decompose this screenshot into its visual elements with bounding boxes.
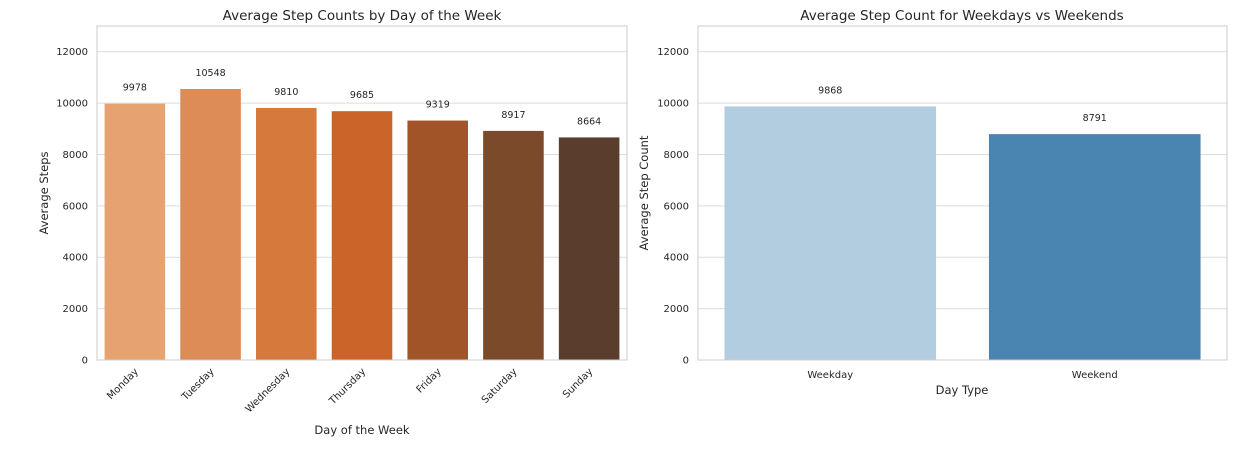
- y-tick-label: 6000: [664, 201, 689, 212]
- data-label: 8791: [1083, 113, 1107, 124]
- y-tick-label: 4000: [63, 253, 88, 264]
- x-tick-label: Tuesday: [179, 366, 216, 403]
- data-label: 9868: [818, 85, 842, 96]
- data-label: 8664: [577, 116, 601, 127]
- x-axis-label: Day of the Week: [314, 423, 409, 437]
- data-label: 9978: [123, 83, 147, 94]
- x-tick-label: Sunday: [561, 366, 595, 400]
- data-label: 9685: [350, 90, 374, 101]
- data-label: 9319: [426, 100, 450, 111]
- data-labels: 9868 8791: [818, 85, 1107, 124]
- bar: [104, 103, 166, 360]
- y-tick-label: 0: [683, 356, 689, 367]
- y-tick-label: 12000: [56, 47, 88, 58]
- data-labels: 9978 10548 9810 9685 9319 8917 8664: [123, 68, 601, 127]
- x-tick-label: Weekend: [1072, 370, 1118, 381]
- x-axis-label: Day Type: [936, 383, 989, 397]
- y-axis-label: Average Step Count: [637, 135, 651, 250]
- chart-day-type: Average Step Count for Weekdays vs Weeke…: [637, 8, 1228, 397]
- data-label: 8917: [501, 110, 525, 121]
- y-tick-label: 2000: [664, 304, 689, 315]
- plot-frame: [96, 25, 628, 361]
- y-tick-label: 2000: [63, 304, 88, 315]
- x-tick-label: Monday: [105, 366, 141, 402]
- plot-frame: [697, 25, 1228, 361]
- y-tick-label: 6000: [63, 201, 88, 212]
- bar: [407, 120, 468, 360]
- bar: [988, 134, 1201, 360]
- x-tick-labels: Monday Tuesday Wednesday Thursday Friday Satu…: [105, 366, 595, 415]
- data-label: 9810: [274, 87, 298, 98]
- x-tick-label: Thursday: [327, 366, 368, 407]
- bar: [483, 130, 544, 360]
- bar: [331, 111, 393, 360]
- y-tick-label: 10000: [657, 99, 689, 110]
- x-tick-label: Friday: [415, 366, 444, 395]
- data-label: 10548: [195, 68, 225, 79]
- chart-title: Average Step Count for Weekdays vs Weeke…: [800, 8, 1123, 24]
- y-tick-label: 0: [82, 356, 88, 367]
- x-tick-label: Wednesday: [244, 366, 293, 415]
- y-tick-label: 12000: [657, 47, 689, 58]
- y-tick-label: 10000: [56, 99, 88, 110]
- bar: [180, 88, 241, 361]
- x-tick-labels: Weekday Weekend: [807, 370, 1117, 381]
- y-tick-label: 4000: [664, 253, 689, 264]
- bar: [724, 106, 937, 360]
- y-tick-label: 8000: [63, 150, 88, 161]
- bars: [724, 106, 1201, 360]
- y-axis-label: Average Steps: [37, 151, 51, 234]
- x-tick-label: Saturday: [480, 366, 520, 406]
- y-tick-labels: 0 2000 4000 6000 8000 10000 12000: [56, 47, 88, 366]
- chart-title: Average Step Counts by Day of the Week: [223, 8, 502, 24]
- y-tick-label: 8000: [664, 150, 689, 161]
- chart-day-of-week: Average Step Counts by Day of the Week 0…: [37, 8, 628, 437]
- y-tick-labels: 0 2000 4000 6000 8000 10000 12000: [657, 47, 689, 366]
- bar: [558, 137, 620, 360]
- bars: [104, 88, 620, 361]
- x-tick-label: Weekday: [807, 370, 853, 381]
- bar: [256, 107, 317, 360]
